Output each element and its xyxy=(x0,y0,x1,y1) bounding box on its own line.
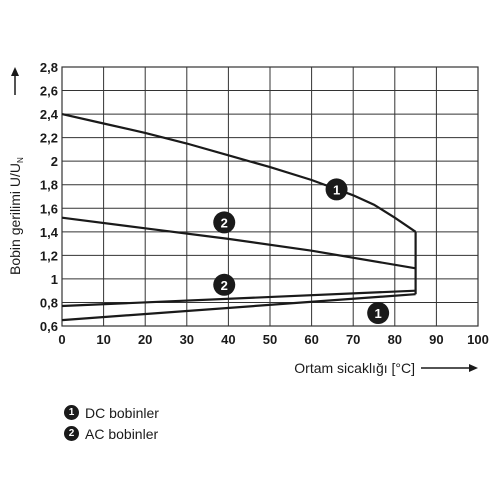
x-tick-label: 90 xyxy=(429,332,443,347)
curve-badge-2 xyxy=(213,273,236,296)
x-tick-label: 70 xyxy=(346,332,360,347)
y-tick-label: 1 xyxy=(51,272,58,287)
x-tick-label: 20 xyxy=(138,332,152,347)
curve-ac-lower xyxy=(61,289,416,308)
curves xyxy=(61,113,417,322)
y-axis-arrowhead xyxy=(11,67,19,76)
legend-item-dc: 1 DC bobinler xyxy=(64,402,159,423)
y-tick-label: 1,8 xyxy=(40,178,58,193)
x-axis-label: Ortam sicaklığı [°C] xyxy=(294,360,415,376)
x-tick-label: 10 xyxy=(96,332,110,347)
curve-badge-2 xyxy=(213,211,236,234)
y-tick-labels: 0,6 0,8 1 1,2 1,4 1,6 1,8 2 2,2 2,4 2,6 2,8 xyxy=(40,60,59,334)
x-tick-label: 30 xyxy=(180,332,194,347)
y-tick-label: 1,2 xyxy=(40,248,58,263)
y-axis-label: Bobin gerilimi U/UN xyxy=(7,157,25,275)
curve-dc-lower xyxy=(61,293,416,322)
y-tick-label: 0,8 xyxy=(40,295,58,310)
x-tick-label: 40 xyxy=(221,332,235,347)
curve-badge-text-1: 1 xyxy=(333,182,340,197)
legend-label-dc: DC bobinler xyxy=(85,404,159,421)
y-tick-label: 2 xyxy=(51,154,58,169)
legend-badge-1: 1 xyxy=(64,405,79,420)
x-tick-label: 100 xyxy=(467,332,489,347)
x-axis-arrowhead xyxy=(469,364,478,372)
legend-label-ac: AC bobinler xyxy=(85,425,159,442)
x-tick-labels: 0 10 20 30 40 50 60 70 80 90 100 xyxy=(58,332,488,347)
y-tick-label: 1,4 xyxy=(40,225,59,240)
curve-labels: 1 1 2 2 xyxy=(213,178,390,325)
x-tick-label: 60 xyxy=(304,332,318,347)
x-tick-label: 80 xyxy=(388,332,402,347)
curve-dc-upper xyxy=(61,113,417,233)
x-tick-label: 50 xyxy=(263,332,277,347)
curve-badge-1 xyxy=(367,302,390,325)
curve-ac-upper xyxy=(61,216,416,270)
curve-badge-text-2: 2 xyxy=(221,278,228,293)
curve-badge-text-2: 2 xyxy=(221,215,228,230)
y-tick-label: 2,2 xyxy=(40,131,58,146)
legend-badge-2: 2 xyxy=(64,426,79,441)
y-tick-label: 2,6 xyxy=(40,84,58,99)
y-tick-label: 2,4 xyxy=(40,107,59,122)
y-tick-label: 0,6 xyxy=(40,319,58,334)
y-axis-label-subscript: N xyxy=(16,157,25,163)
y-tick-label: 2,8 xyxy=(40,60,58,75)
y-tick-label: 1,6 xyxy=(40,201,58,216)
y-axis-label-group: Bobin gerilimi U/UN xyxy=(7,157,25,275)
curve-badge-1 xyxy=(325,178,348,201)
curve-badge-text-1: 1 xyxy=(375,306,382,321)
legend-item-ac: 2 AC bobinler xyxy=(64,423,159,444)
x-tick-label: 0 xyxy=(58,332,65,347)
legend: 1 DC bobinler 2 AC bobinler xyxy=(64,402,159,444)
